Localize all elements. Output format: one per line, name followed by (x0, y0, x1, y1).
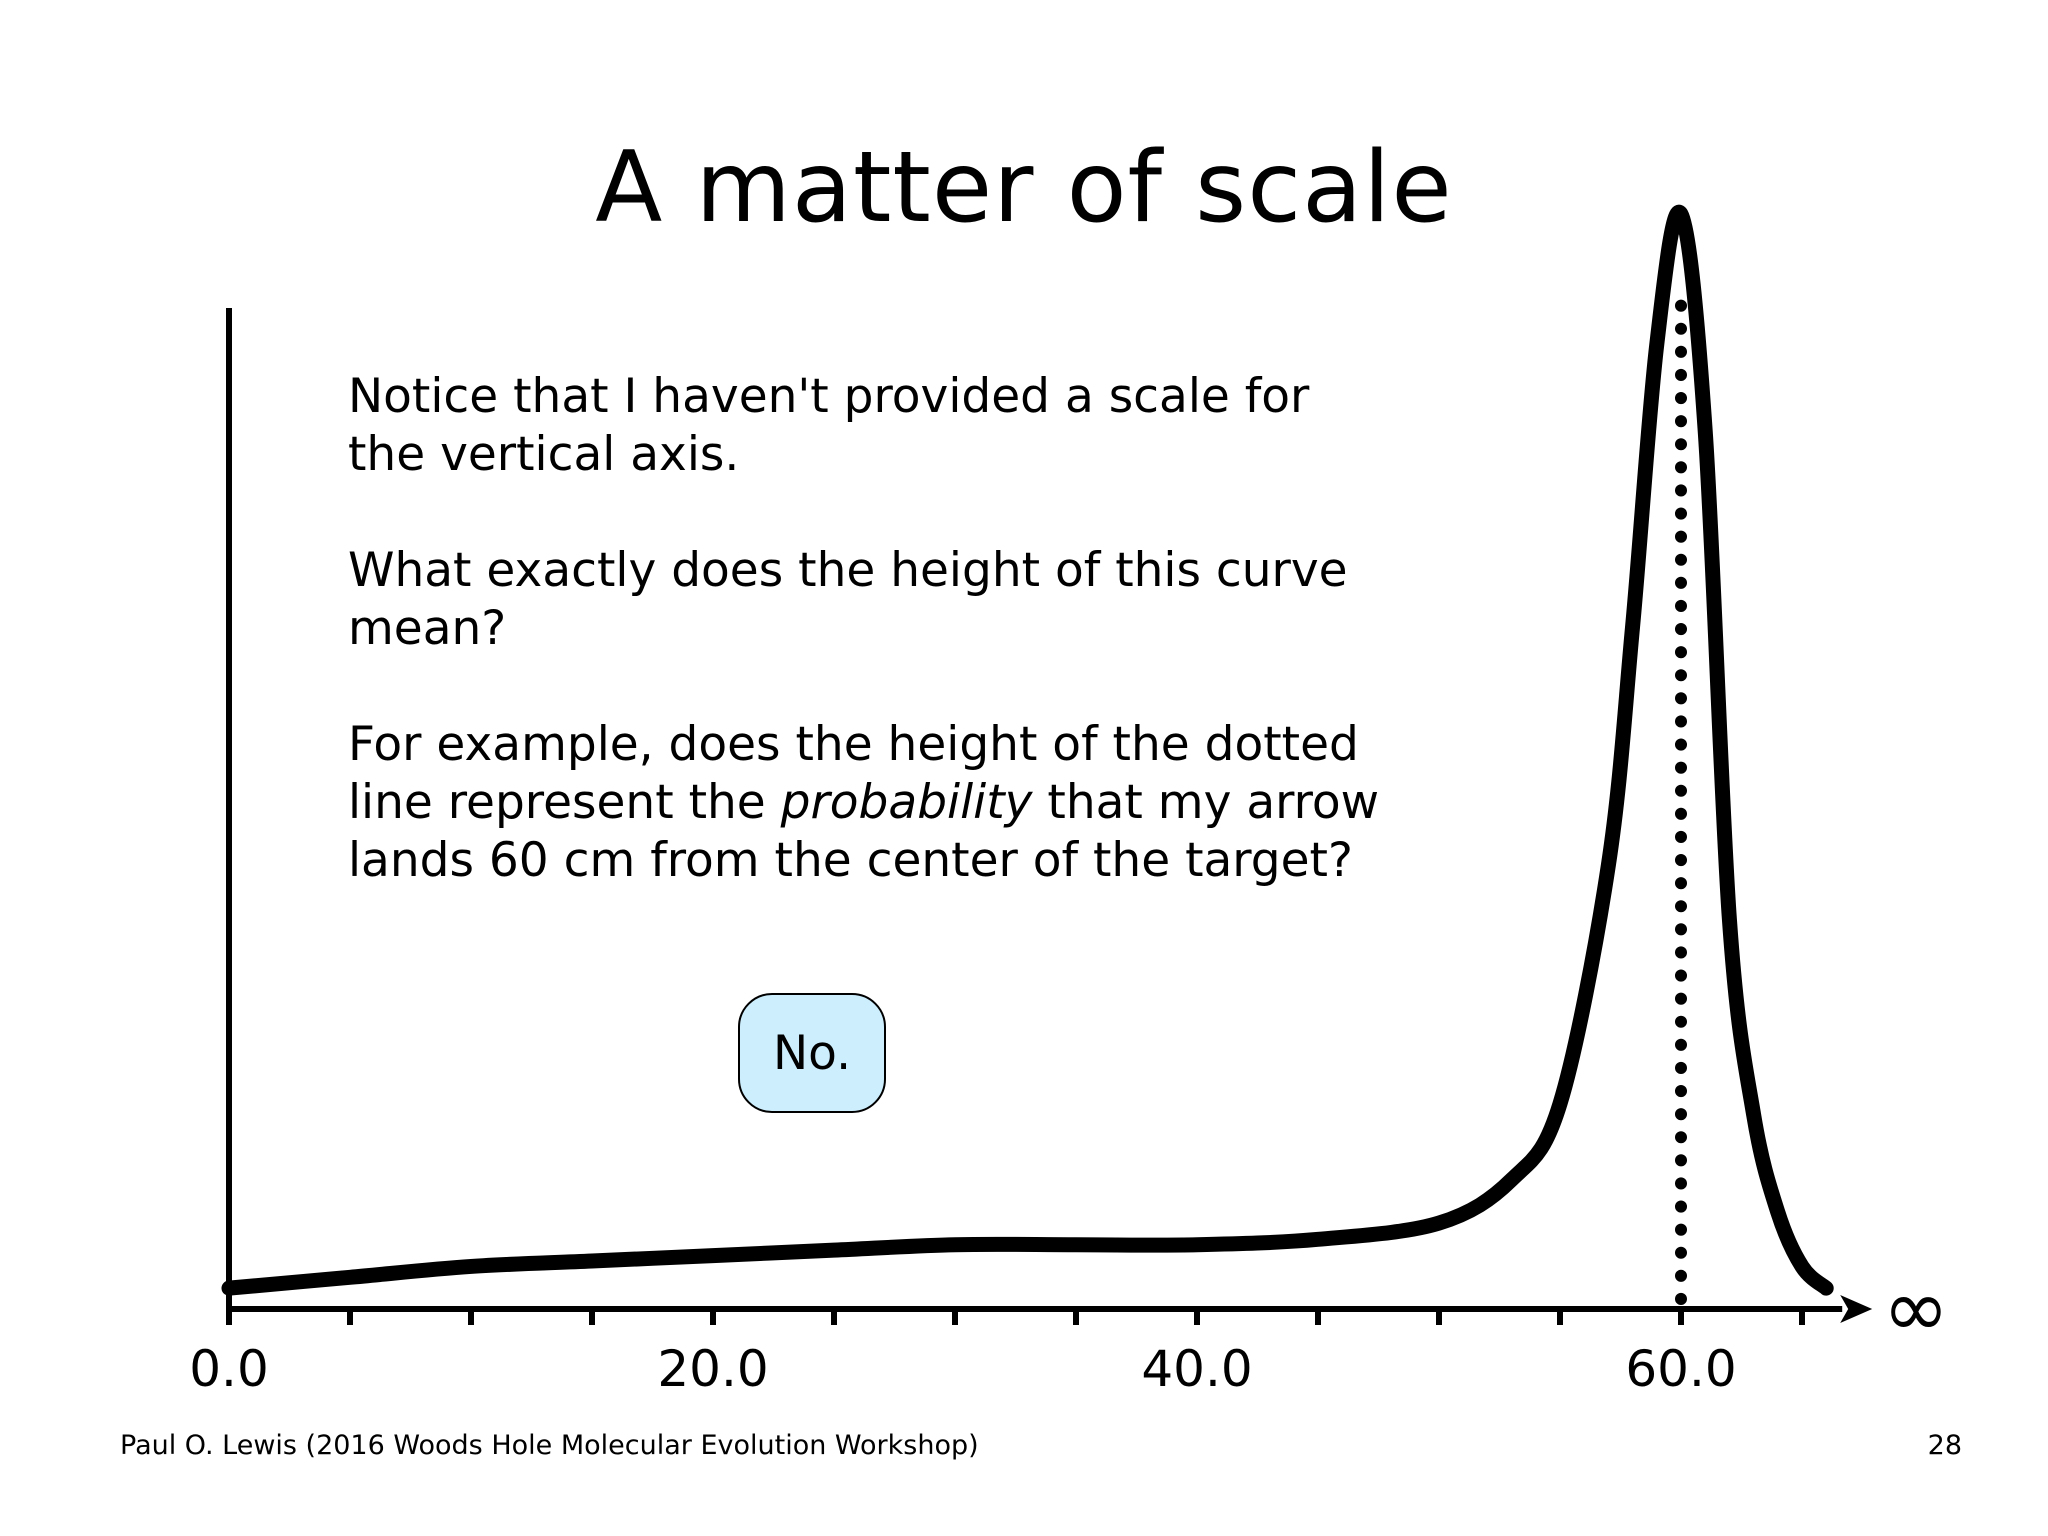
x-tick-label: 60.0 (1625, 1340, 1736, 1398)
x-tick-label: 20.0 (657, 1340, 768, 1398)
body-text: Notice that I haven't provided a scale f… (348, 368, 1398, 890)
infinity-symbol: ∞ (1883, 1262, 1950, 1355)
slide-title: A matter of scale (595, 131, 1453, 245)
page-number: 28 (1927, 1430, 1962, 1461)
x-tick-label: 0.0 (189, 1340, 269, 1398)
answer-text: No. (772, 1025, 852, 1081)
x-axis-arrowhead (1840, 1295, 1873, 1323)
paragraph-part: For example, does the height of the dott… (348, 717, 1359, 830)
paragraph-height-question: What exactly does the height of this cur… (348, 543, 1348, 656)
density-curve (221, 204, 1834, 1296)
footer-credit: Paul O. Lewis (2016 Woods Hole Molecular… (120, 1430, 979, 1461)
paragraph-probability-question: For example, does the height of the dott… (348, 716, 1398, 890)
answer-box: No. (738, 993, 886, 1113)
paragraph-scale-notice: Notice that I haven't provided a scale f… (348, 369, 1310, 482)
paragraph-part: that my arrow lands 60 cm from the cente… (348, 775, 1380, 888)
emphasized-word: probability (780, 775, 1033, 830)
x-tick-labels: 0.0 20.0 40.0 60.0 (189, 1340, 1736, 1398)
x-axis (226, 1295, 1873, 1325)
x-tick-label: 40.0 (1141, 1340, 1252, 1398)
